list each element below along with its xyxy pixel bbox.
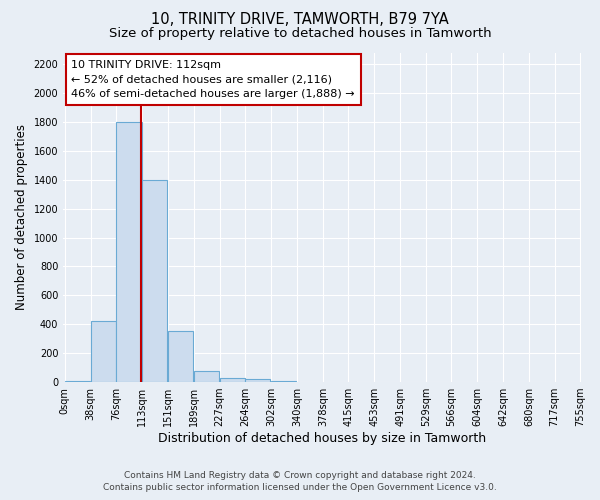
Bar: [194, 370, 219, 382]
Y-axis label: Number of detached properties: Number of detached properties: [15, 124, 28, 310]
Bar: [91, 322, 116, 382]
Text: Contains HM Land Registry data © Crown copyright and database right 2024.
Contai: Contains HM Land Registry data © Crown c…: [103, 471, 497, 492]
Bar: [65, 380, 90, 382]
Bar: [168, 332, 193, 382]
Text: 10, TRINITY DRIVE, TAMWORTH, B79 7YA: 10, TRINITY DRIVE, TAMWORTH, B79 7YA: [151, 12, 449, 28]
Bar: [220, 378, 245, 382]
Bar: [142, 180, 167, 382]
X-axis label: Distribution of detached houses by size in Tamworth: Distribution of detached houses by size …: [158, 432, 486, 445]
Bar: [116, 122, 142, 382]
Text: Size of property relative to detached houses in Tamworth: Size of property relative to detached ho…: [109, 28, 491, 40]
Bar: [245, 379, 270, 382]
Text: 10 TRINITY DRIVE: 112sqm
← 52% of detached houses are smaller (2,116)
46% of sem: 10 TRINITY DRIVE: 112sqm ← 52% of detach…: [71, 60, 355, 100]
